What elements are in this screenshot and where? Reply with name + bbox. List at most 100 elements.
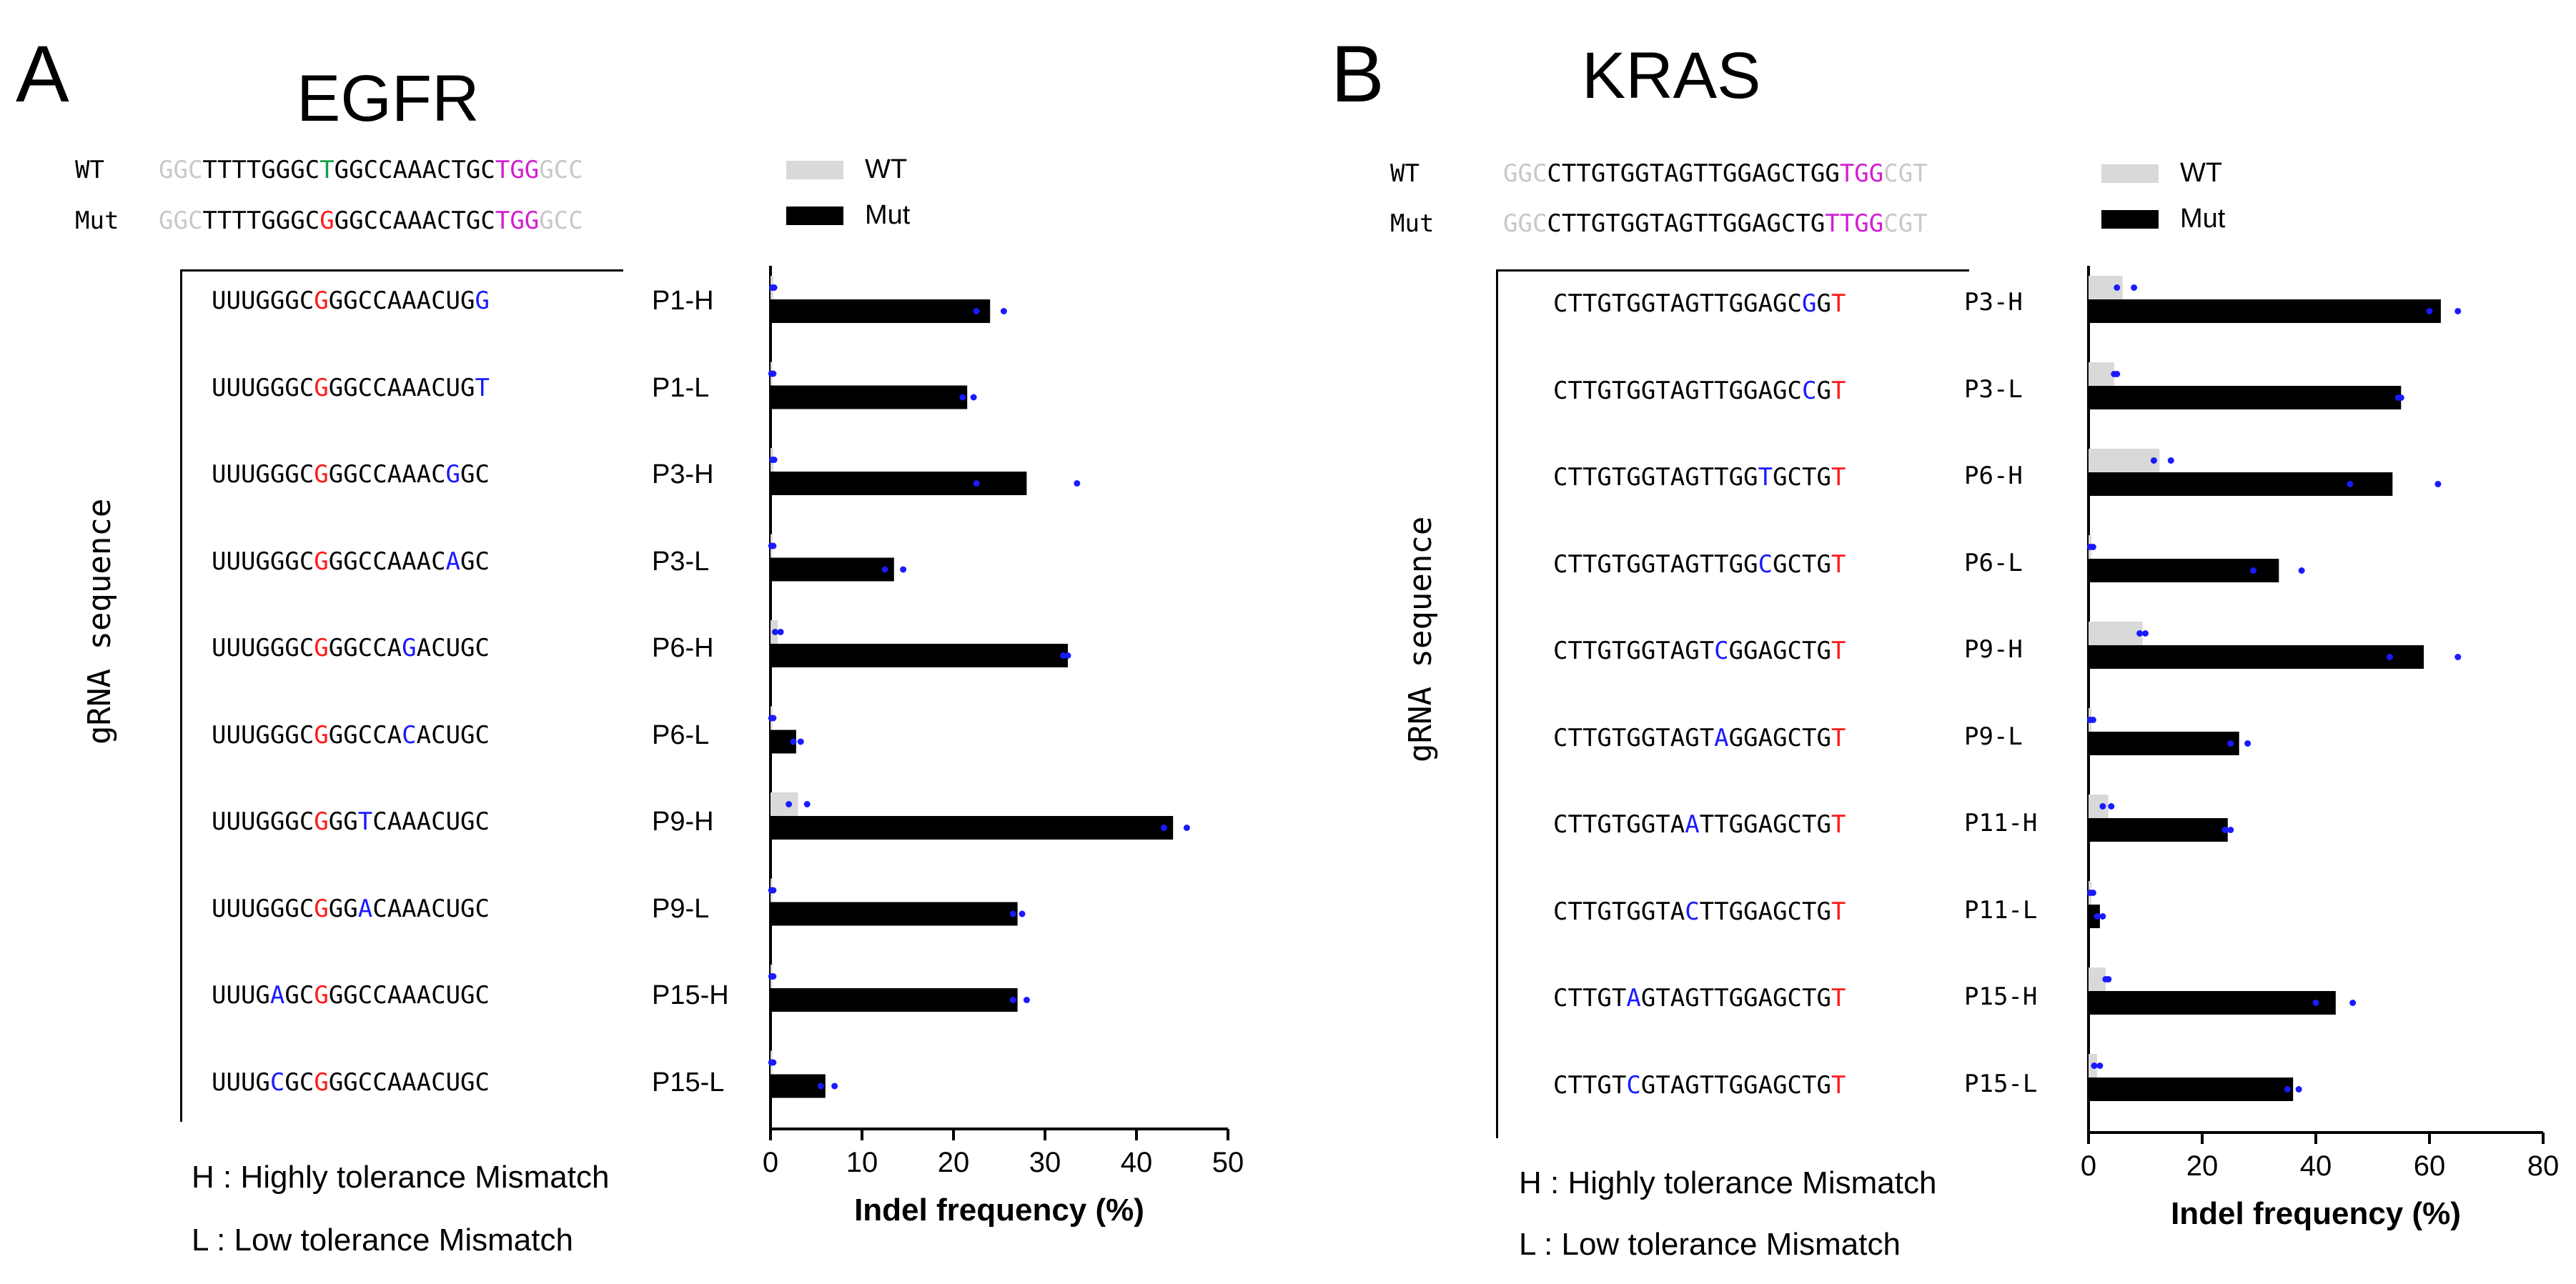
replicate-point [771, 457, 778, 463]
seq-segment: GGAGCTG [1728, 637, 1831, 665]
replicate-point [959, 394, 966, 401]
seq-segment: TTGG [1825, 209, 1884, 238]
bar-mut-p6-h [771, 644, 1068, 667]
guide-sequence: UUUGGGCGGGCCAGACUGC [212, 636, 490, 660]
guide-name-label: P9-H [652, 807, 714, 837]
panel-b-wt-label: WT [1390, 159, 1420, 188]
bar-mut-p1-h [771, 299, 991, 323]
seq-segment: GTAGTTGGAGCTG [1640, 984, 1831, 1012]
x-tick-label: 80 [2527, 1150, 2560, 1182]
replicate-point [2089, 890, 2096, 896]
seq-segment: GCC [539, 156, 583, 184]
seq-segment: T [1831, 723, 1846, 752]
x-tick-label: 20 [938, 1147, 970, 1178]
seq-segment: GGC [1503, 159, 1547, 188]
panel-a-bracket-top [180, 269, 623, 272]
seq-segment: G [475, 287, 490, 315]
seq-segment: CTTGTGGTAGT [1553, 637, 1715, 665]
seq-segment: UUUG [212, 981, 270, 1010]
seq-segment: G [402, 634, 417, 662]
panel-b-letter: B [1331, 29, 1384, 119]
replicate-point [2397, 394, 2404, 401]
seq-segment: CTTGTGGTAGTTGGAGCTGG [1547, 159, 1840, 188]
replicate-point [2105, 976, 2112, 982]
replicate-point [790, 738, 797, 745]
replicate-point [881, 566, 888, 573]
seq-segment: ACUGC [416, 634, 490, 662]
panel-b-gRNA-axis-label: gRNA sequence [1402, 516, 1439, 762]
replicate-point [2091, 1062, 2098, 1069]
bar-wt-p9-h [2089, 622, 2143, 645]
replicate-point [2114, 284, 2121, 291]
seq-segment: GGC [1503, 209, 1547, 238]
replicate-point [2244, 740, 2251, 747]
replicate-point [1023, 997, 1030, 1003]
replicate-point [2114, 371, 2121, 377]
seq-segment: GCC [539, 206, 583, 235]
bar-mut-p6-h [2089, 472, 2393, 496]
seq-segment: CAAACUGC [372, 807, 490, 836]
replicate-point [2298, 567, 2305, 574]
panel-a-footnote-l: L : Low tolerance Mismatch [192, 1223, 573, 1258]
replicate-point [770, 1059, 777, 1066]
panel-b-mut-label: Mut [1390, 209, 1435, 238]
guide-sequence: CTTGTGGTAGTCGGAGCTGT [1553, 639, 1846, 663]
bar-mut-p3-h [771, 472, 1027, 495]
replicate-point [1009, 910, 1016, 917]
seq-segment: C [1685, 897, 1700, 926]
replicate-point [770, 973, 777, 980]
seq-segment: GC [284, 1067, 314, 1097]
replicate-point [1160, 825, 1167, 831]
panel-a-wt-label: WT [75, 156, 104, 184]
seq-segment: TGG [1839, 159, 1884, 188]
seq-segment: GGC [159, 156, 203, 184]
bar-mut-p9-l [771, 902, 1018, 926]
seq-segment: TTTTGGGC [202, 156, 320, 184]
panel-b-wt-sequence: GGCCTTGTGGTAGTTGGAGCTGGTGGCGT [1503, 161, 1928, 186]
seq-segment: GGCCA [328, 720, 402, 750]
replicate-point [2089, 717, 2096, 723]
seq-segment: T [319, 156, 335, 184]
seq-segment: G [314, 720, 329, 750]
panel-a-mut-sequence: GGCTTTTGGGCGGGCCAAACTGCTGGGCC [159, 209, 583, 233]
bar-mut-p1-l [771, 385, 968, 409]
seq-segment: UUUGGGC [212, 894, 314, 923]
panel-b-footnote-h: H : Highly tolerance Mismatch [1519, 1165, 1937, 1200]
bar-mut-p11-h [2089, 818, 2228, 842]
seq-segment: CTTGTGGTAGTTGGAGC [1553, 289, 1802, 318]
seq-segment: GGCCAAAC [328, 547, 446, 576]
replicate-point [1000, 308, 1007, 314]
seq-segment: GC [284, 981, 314, 1010]
seq-segment: GG [328, 894, 358, 923]
seq-segment: CTTGTGGTA [1553, 897, 1685, 926]
seq-segment: G [1816, 289, 1831, 318]
seq-segment: ACUGC [416, 720, 490, 750]
panel-a-bracket-side [180, 269, 182, 1122]
replicate-point [2136, 630, 2144, 637]
replicate-point [2227, 827, 2234, 833]
guide-sequence: UUUGGGCGGGACAAACUGC [212, 897, 490, 921]
replicate-point [2131, 284, 2138, 291]
guide-sequence: UUUGGGCGGGCCACACUGC [212, 723, 490, 747]
legend-label-mut: Mut [865, 200, 911, 230]
legend-swatch-mut [2101, 210, 2159, 229]
seq-segment: G [445, 460, 461, 489]
seq-segment: GGCCAAACUGC [328, 1067, 490, 1097]
legend-label-wt: WT [2180, 158, 2222, 188]
panel-b-footnote-l: L : Low tolerance Mismatch [1519, 1227, 1901, 1262]
panel-b-mut-sequence: GGCCTTGTGGTAGTTGGAGCTGTTGGCGT [1503, 211, 1928, 236]
guide-name-label: P1-L [652, 372, 710, 403]
seq-segment: G [314, 981, 329, 1010]
replicate-point [2312, 1000, 2319, 1006]
replicate-point [2454, 654, 2462, 660]
panel-b-gene-title: KRAS [1582, 39, 1761, 112]
bar-mut-p15-h [2089, 991, 2336, 1015]
guide-sequence: UUUGGGCGGGCCAAACUGT [212, 376, 490, 400]
guide-name-label: P9-L [652, 893, 710, 924]
seq-segment: UUUGGGC [212, 287, 314, 315]
replicate-point [2142, 630, 2149, 637]
seq-segment: UUUGGGC [212, 720, 314, 750]
guide-name-label: P9-H [1964, 635, 2023, 664]
guide-name-label: P15-L [652, 1067, 725, 1098]
seq-segment: GGCCAAACTGC [334, 156, 495, 184]
